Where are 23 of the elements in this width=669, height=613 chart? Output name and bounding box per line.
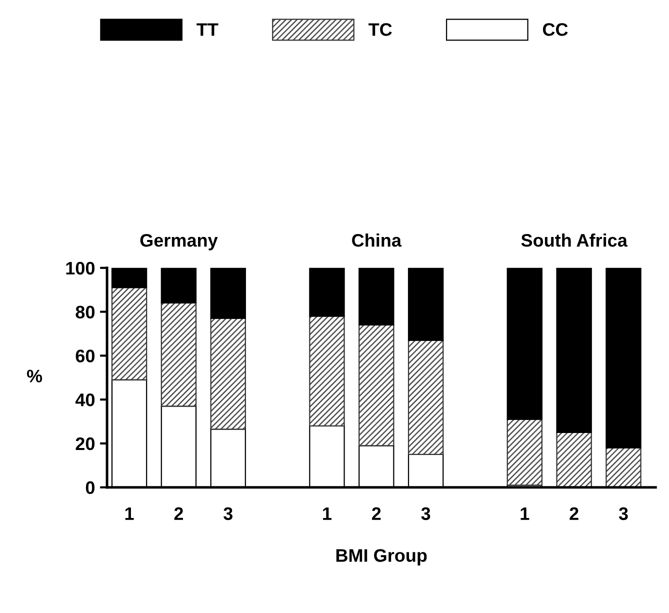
text: China xyxy=(352,233,402,247)
y-tick-label: 100 xyxy=(66,262,94,275)
x-tick-label: 2 xyxy=(570,507,578,520)
legend-label: CC xyxy=(542,23,568,36)
legend-label: TT xyxy=(196,23,218,36)
y-tick-label: 0 xyxy=(86,481,94,494)
y-tick-label: 60 xyxy=(76,350,94,362)
y-tick-label: 20 xyxy=(76,437,94,450)
x-tick-label: 3 xyxy=(224,507,232,520)
y-axis-title: % xyxy=(26,370,42,382)
x-tick-label: 1 xyxy=(520,507,530,520)
x-tick-label: 1 xyxy=(125,507,134,520)
x-tick-label: 1 xyxy=(323,507,332,520)
legend-label: TC xyxy=(368,23,392,36)
x-axis-title: BMI Group xyxy=(336,549,427,566)
text: Germany xyxy=(140,234,218,250)
x-tick-label: 2 xyxy=(174,507,183,520)
y-tick-label: 40 xyxy=(75,393,94,406)
text: South Africa xyxy=(521,233,628,247)
x-tick-label: 3 xyxy=(421,507,430,520)
x-tick-label: 2 xyxy=(372,507,381,520)
y-tick-label: 80 xyxy=(76,306,94,318)
x-tick-label: 3 xyxy=(618,507,628,520)
